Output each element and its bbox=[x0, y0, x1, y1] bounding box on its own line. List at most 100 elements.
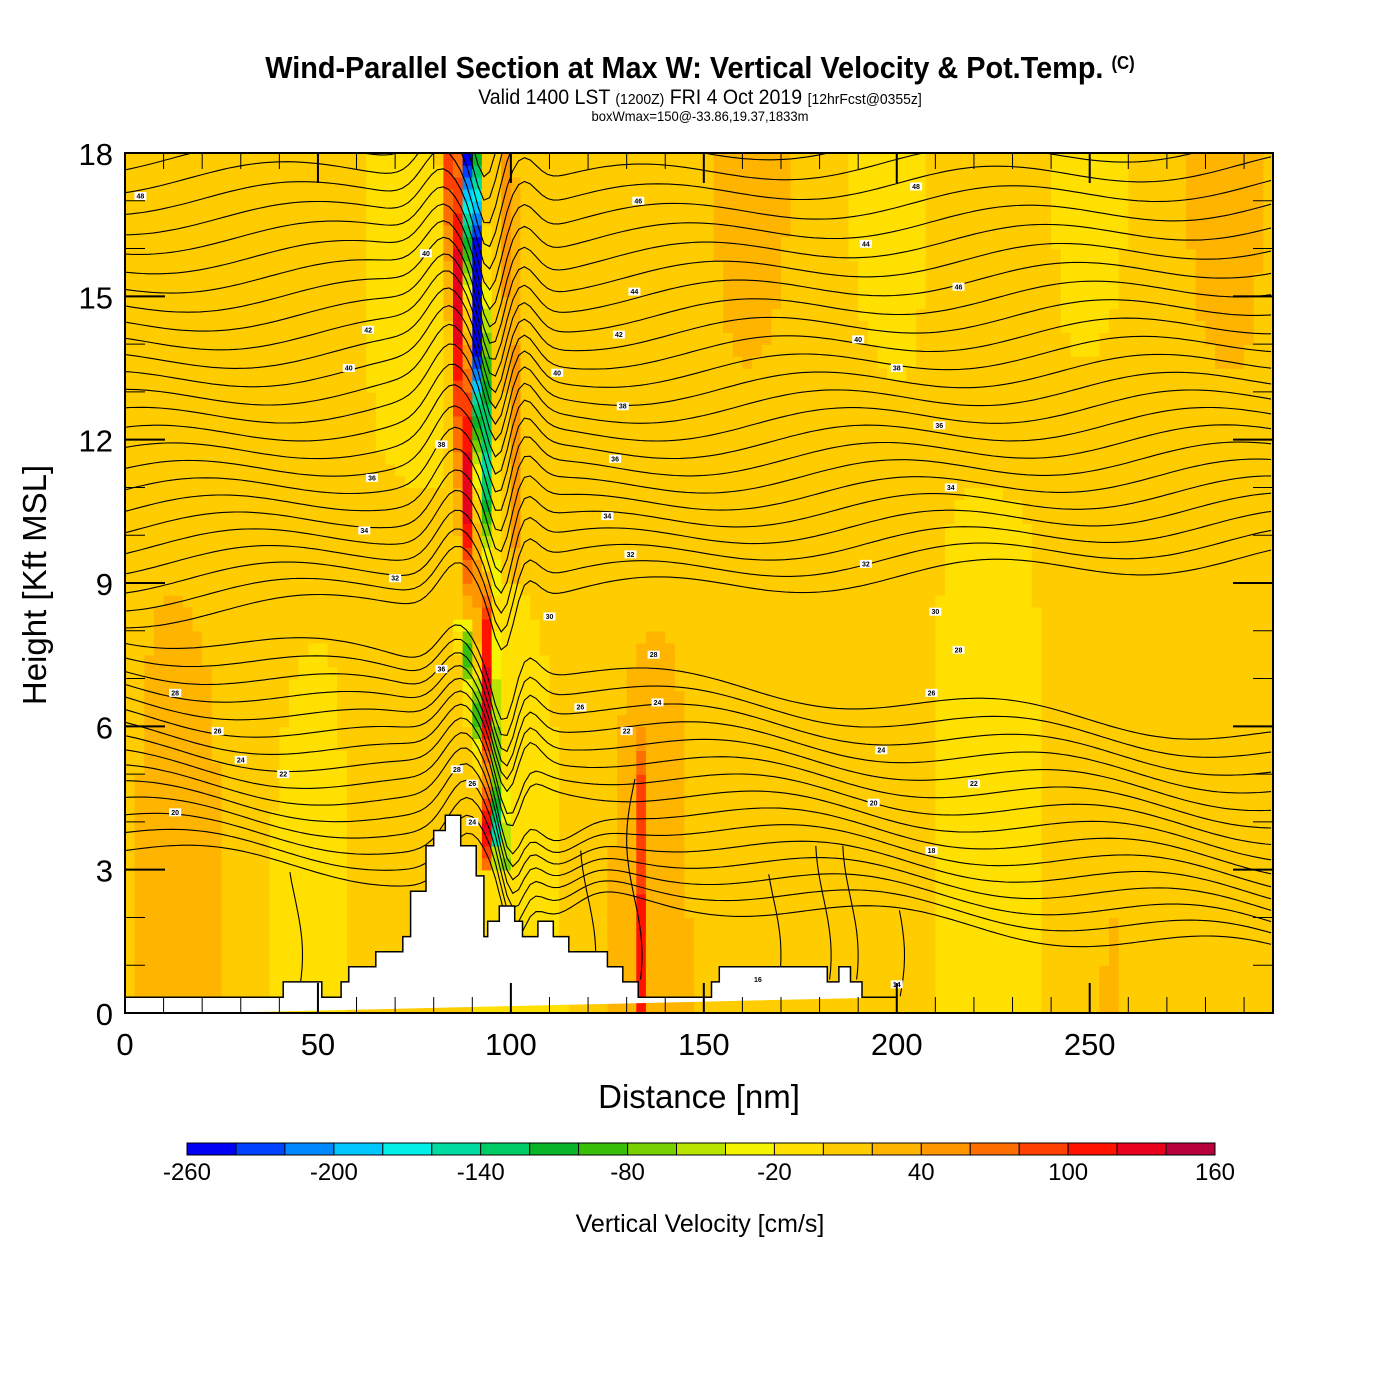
velocity-cell bbox=[317, 654, 329, 668]
velocity-cell bbox=[231, 953, 242, 966]
velocity-cell bbox=[240, 869, 252, 883]
velocity-cell bbox=[781, 869, 792, 883]
velocity-cell bbox=[375, 224, 387, 238]
velocity-cell bbox=[694, 260, 705, 274]
velocity-cell bbox=[453, 594, 464, 608]
velocity-cell bbox=[684, 427, 695, 441]
velocity-cell bbox=[202, 308, 213, 321]
velocity-cell bbox=[481, 786, 493, 799]
velocity-cell bbox=[375, 714, 387, 728]
velocity-cell bbox=[443, 702, 454, 716]
velocity-cell bbox=[491, 236, 502, 250]
velocity-cell bbox=[298, 559, 309, 572]
velocity-cell bbox=[539, 845, 551, 859]
velocity-cell bbox=[472, 547, 483, 560]
velocity-cell bbox=[453, 415, 464, 429]
velocity-cell bbox=[607, 547, 618, 560]
velocity-cell bbox=[520, 809, 531, 823]
velocity-cell bbox=[260, 833, 271, 847]
velocity-cell bbox=[221, 248, 232, 262]
velocity-cell bbox=[260, 212, 271, 226]
velocity-cell bbox=[771, 260, 782, 274]
velocity-cell bbox=[665, 308, 676, 321]
velocity-cell bbox=[337, 809, 348, 823]
velocity-cell bbox=[250, 905, 261, 919]
velocity-cell bbox=[433, 284, 445, 298]
velocity-cell bbox=[211, 356, 223, 369]
velocity-cell bbox=[240, 284, 252, 298]
velocity-cell bbox=[645, 833, 657, 847]
velocity-cell bbox=[346, 320, 358, 333]
velocity-cell bbox=[626, 391, 637, 405]
velocity-cell bbox=[346, 212, 358, 226]
velocity-cell bbox=[617, 941, 628, 954]
velocity-cell bbox=[723, 368, 734, 381]
velocity-cell bbox=[761, 475, 773, 489]
velocity-cell bbox=[134, 714, 145, 728]
velocity-cell bbox=[366, 188, 377, 202]
velocity-cell bbox=[404, 690, 416, 704]
velocity-cell bbox=[279, 618, 290, 632]
velocity-cell bbox=[752, 308, 763, 321]
velocity-cell bbox=[655, 798, 666, 811]
velocity-cell bbox=[588, 881, 599, 895]
velocity-cell bbox=[674, 511, 686, 524]
velocity-cell bbox=[674, 893, 686, 907]
velocity-cell bbox=[752, 212, 763, 226]
velocity-cell bbox=[192, 738, 203, 751]
velocity-cell bbox=[501, 714, 512, 728]
velocity-cell bbox=[530, 451, 541, 465]
velocity-cell bbox=[308, 606, 319, 620]
velocity-cell bbox=[655, 618, 666, 632]
velocity-cell bbox=[771, 821, 782, 835]
velocity-cell bbox=[694, 344, 705, 357]
velocity-cell bbox=[694, 929, 705, 943]
velocity-cell bbox=[723, 499, 734, 513]
velocity-cell bbox=[182, 499, 194, 513]
velocity-cell bbox=[655, 1001, 666, 1013]
velocity-cell bbox=[732, 726, 744, 739]
velocity-cell bbox=[549, 690, 560, 704]
velocity-cell bbox=[520, 559, 531, 572]
velocity-cell bbox=[279, 308, 290, 321]
velocity-cell bbox=[163, 786, 174, 799]
velocity-cell bbox=[752, 224, 763, 238]
velocity-cell bbox=[674, 583, 686, 596]
velocity-cell bbox=[231, 642, 242, 656]
velocity-cell bbox=[279, 511, 290, 524]
velocity-cell bbox=[279, 439, 290, 453]
velocity-cell bbox=[626, 487, 637, 501]
velocity-cell bbox=[366, 368, 377, 381]
velocity-cell bbox=[559, 821, 570, 835]
velocity-cell bbox=[125, 965, 136, 978]
velocity-cell bbox=[510, 821, 522, 835]
velocity-cell bbox=[549, 738, 560, 751]
velocity-cell bbox=[317, 475, 329, 489]
velocity-cell bbox=[607, 750, 618, 763]
velocity-cell bbox=[240, 475, 252, 489]
velocity-cell bbox=[192, 702, 203, 716]
velocity-cell bbox=[260, 272, 271, 286]
velocity-cell bbox=[366, 929, 377, 943]
velocity-cell bbox=[327, 798, 338, 811]
velocity-cell bbox=[453, 391, 464, 405]
velocity-cell bbox=[260, 403, 271, 417]
velocity-cell bbox=[250, 821, 261, 835]
velocity-cell bbox=[684, 941, 695, 954]
velocity-cell bbox=[163, 678, 174, 692]
velocity-cell bbox=[645, 176, 657, 190]
velocity-cell bbox=[327, 953, 338, 966]
velocity-cell bbox=[742, 236, 753, 250]
velocity-cell bbox=[269, 487, 281, 501]
velocity-cell bbox=[424, 642, 435, 656]
velocity-cell bbox=[568, 212, 580, 226]
velocity-cell bbox=[308, 415, 319, 429]
velocity-cell bbox=[568, 188, 580, 202]
velocity-cell bbox=[337, 368, 348, 381]
velocity-cell bbox=[453, 153, 464, 166]
velocity-cell bbox=[317, 391, 329, 405]
velocity-cell bbox=[742, 308, 753, 321]
velocity-cell bbox=[144, 821, 155, 835]
velocity-cell bbox=[202, 977, 213, 990]
velocity-cell bbox=[694, 439, 705, 453]
